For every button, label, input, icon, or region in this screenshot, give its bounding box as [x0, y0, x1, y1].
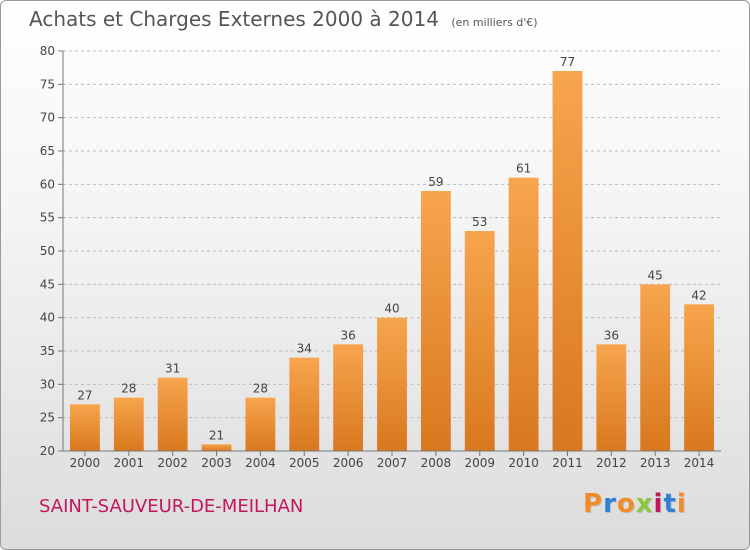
y-tick-label: 70	[40, 111, 55, 125]
data-label-2013: 45	[648, 268, 663, 282]
chart-unit: (en milliers d'€)	[451, 16, 538, 29]
bar-2007	[377, 317, 407, 451]
x-tick-label-2001: 2001	[114, 456, 145, 470]
chart-title: Achats et Charges Externes 2000 à 2014 (…	[29, 7, 538, 31]
logo-letter: t	[663, 489, 677, 519]
y-tick-label: 60	[40, 177, 55, 191]
logo-letter: r	[603, 489, 617, 519]
x-tick-label-2012: 2012	[596, 456, 627, 470]
data-label-2008: 59	[428, 175, 443, 189]
data-label-2006: 36	[340, 328, 355, 342]
bar-2014	[684, 304, 714, 451]
bar-2011	[552, 71, 583, 451]
y-tick-label: 55	[40, 211, 55, 225]
data-label-2003: 21	[209, 428, 224, 442]
y-tick-label: 20	[40, 444, 55, 458]
data-label-2011: 77	[560, 55, 575, 69]
chart-title-text: Achats et Charges Externes 2000 à 2014	[29, 7, 439, 31]
data-label-2000: 27	[77, 388, 92, 402]
x-axis: 2000 2001 2002 2003 2004 2005 2006 2007 2008 2009…	[63, 450, 721, 470]
data-label-2014: 42	[691, 288, 706, 302]
proxiti-logo[interactable]: Proxiti	[583, 489, 687, 519]
x-tick-label-2011: 2011	[552, 456, 583, 470]
x-tick-label-2007: 2007	[377, 456, 408, 470]
logo-letter: x	[635, 489, 654, 519]
x-tick-label-2008: 2008	[421, 456, 452, 470]
bar-2001	[113, 397, 144, 451]
x-tick-label-2013: 2013	[640, 456, 671, 470]
bar-2009	[464, 231, 495, 451]
data-label-2009: 53	[472, 215, 487, 229]
y-tick-label: 45	[40, 277, 55, 291]
x-tick-label-2005: 2005	[289, 456, 320, 470]
y-tick-label: 25	[40, 411, 55, 425]
bar-2012	[596, 344, 627, 451]
x-tick-label-2003: 2003	[201, 456, 232, 470]
y-tick-label: 75	[40, 77, 55, 91]
logo-letter: i	[653, 489, 664, 519]
x-tick-label-2014: 2014	[684, 456, 715, 470]
bar-2000	[70, 404, 100, 451]
logo-letter: o	[616, 489, 636, 519]
commune-name: SAINT-SAUVEUR-DE-MEILHAN	[39, 496, 304, 517]
bar-2006	[333, 344, 364, 451]
bar-2010	[508, 177, 539, 451]
x-tick-label-2000: 2000	[70, 456, 101, 470]
x-tick-label-2004: 2004	[245, 456, 276, 470]
x-tick-label-2002: 2002	[157, 456, 188, 470]
bar-2003	[201, 444, 232, 451]
data-label-2004: 28	[253, 382, 268, 396]
data-label-2007: 40	[384, 302, 399, 316]
logo-letter: P	[583, 489, 604, 519]
bar-2008	[420, 191, 451, 451]
y-tick-label: 65	[40, 144, 55, 158]
logo-letter: i	[676, 489, 687, 519]
bar-2002	[157, 377, 188, 451]
x-tick-label-2006: 2006	[333, 456, 364, 470]
bar-2005	[289, 357, 320, 451]
y-tick-label: 35	[40, 344, 55, 358]
y-tick-label: 80	[40, 44, 55, 58]
bar-2013	[640, 284, 671, 451]
y-tick-label: 40	[40, 311, 55, 325]
x-tick-label-2009: 2009	[464, 456, 495, 470]
data-label-2005: 34	[297, 342, 312, 356]
data-label-2012: 36	[604, 328, 619, 342]
x-tick-label-2010: 2010	[508, 456, 539, 470]
data-label-2002: 31	[165, 362, 180, 376]
bars: 27 28 31 21 28 34 36 40 59 53 61 77 36 45 42	[70, 55, 714, 451]
y-tick-label: 50	[40, 244, 55, 258]
y-tick-label: 30	[40, 377, 55, 391]
y-axis: 20 25 30 35 40 45 50 55 60 65 70 75 80	[40, 44, 64, 458]
data-label-2001: 28	[121, 382, 136, 396]
data-label-2010: 61	[516, 162, 531, 176]
bar-2004	[245, 397, 276, 451]
